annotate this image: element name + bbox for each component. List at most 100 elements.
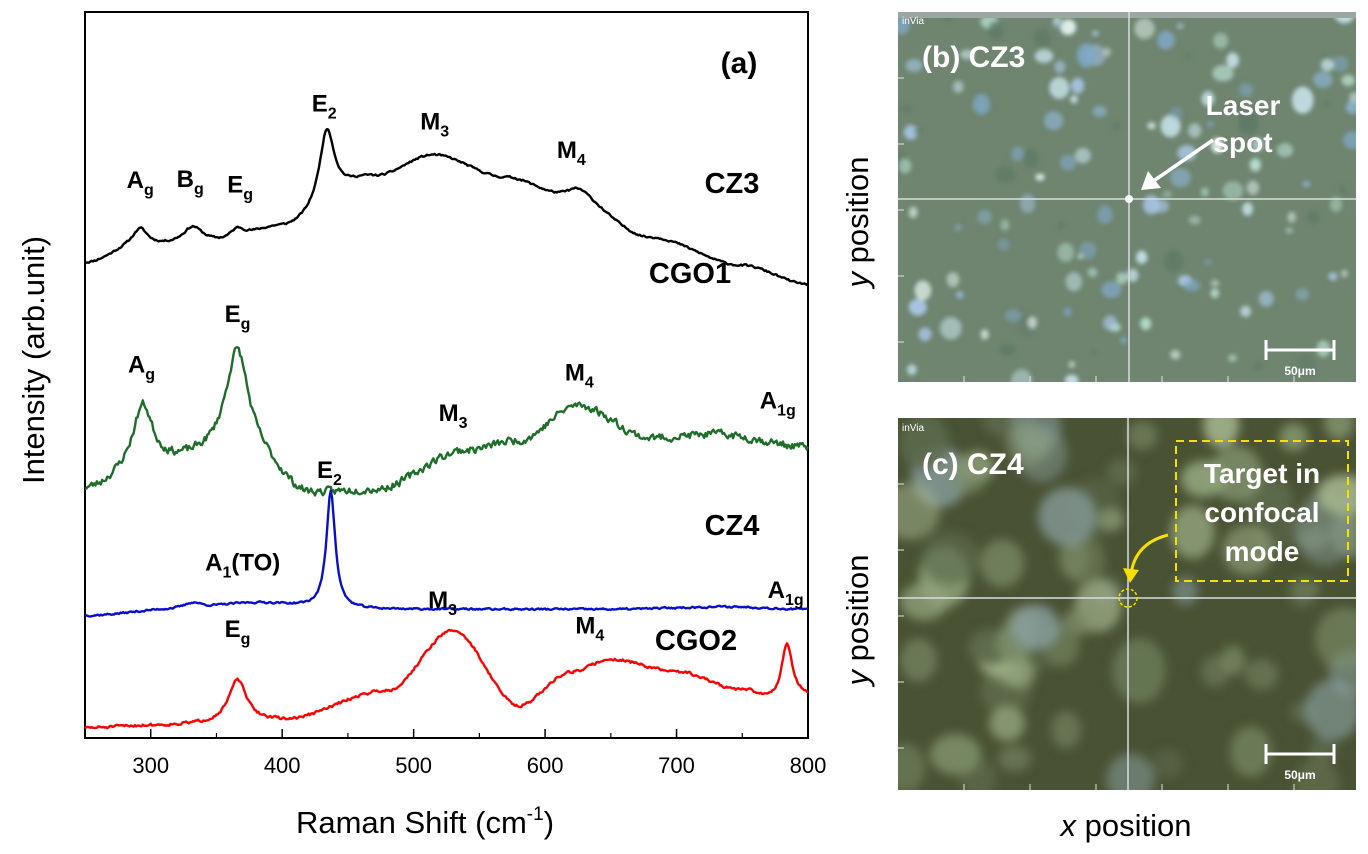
particle [1064,374,1079,382]
particle [898,158,912,174]
particle [1071,77,1085,94]
laser-arrow [1141,138,1214,190]
corner-text-c: inVia [902,423,924,434]
x-axis-title-c: x position [1059,808,1192,843]
particle [1251,137,1264,152]
peak-label: A1(TO) [205,549,280,581]
particle [1157,30,1175,50]
particle [1203,418,1240,448]
annotation-line-2: confocal [1204,497,1319,528]
particle [1285,227,1293,234]
particle [1317,474,1356,515]
particle [1302,181,1311,187]
laser-spot-marker [1125,195,1133,203]
particle [1068,361,1075,368]
particle [1287,211,1296,223]
particle [898,743,926,790]
particle [898,483,940,540]
series-line-cz3 [84,127,809,286]
peak-label: M3 [428,587,457,619]
panel-c-label: (c) CZ4 [922,448,1024,481]
plot-frame [84,11,809,739]
particle [1169,106,1183,120]
particle [1090,349,1097,356]
corner-text: inVia [902,16,924,27]
particle [1153,749,1183,779]
particle [960,49,975,60]
panel-b-label: (b) CZ3 [922,41,1025,74]
x-axis-title: Raman Shift (cm-1) [296,804,554,840]
particle [1320,58,1335,72]
particle [1201,91,1215,107]
particle [1000,219,1010,231]
series-line-cgo1 [84,346,810,497]
particle [921,531,980,586]
peak-label: E2 [317,457,342,489]
particle [939,317,962,340]
particle [1238,112,1259,135]
particle [952,80,964,93]
particle [1147,122,1156,130]
peak-label: Ag [128,352,155,384]
particle [1053,16,1061,24]
particle [1242,202,1253,216]
particle [1103,315,1118,331]
particle [1075,147,1091,164]
x-tick-label: 800 [790,753,827,778]
scale-bar-b: 50μm [1264,340,1336,378]
annotation-laser: Laser [1206,90,1281,121]
particle [908,298,927,316]
particle [1063,307,1072,317]
peak-label: M3 [420,109,449,141]
particle [1054,60,1066,74]
particle [1058,538,1089,579]
peak-label: M4 [575,613,604,645]
particle [1170,505,1215,559]
peak-label: M4 [565,359,594,391]
particle [946,272,960,288]
x-tick-label: 500 [395,753,432,778]
particle [1324,418,1354,441]
particle [977,209,992,225]
particle [1065,272,1083,292]
particle [1160,114,1181,138]
particle [1331,55,1349,72]
particle [989,706,1025,741]
particle [1181,460,1226,498]
peak-label: Ag [127,167,154,199]
particle [998,745,1032,772]
particle [1252,361,1264,371]
particle [1011,369,1033,382]
annotation-spot: spot [1213,127,1272,158]
particle [1249,158,1261,172]
particle [1038,487,1097,546]
particle [1322,100,1331,107]
particle [1203,258,1212,265]
scale-bar-c: 50μm [1264,744,1336,782]
particle [1341,74,1355,87]
particle [1060,154,1077,171]
particle [1341,269,1348,278]
particle [1170,167,1191,188]
peak-label: Eg [225,616,251,648]
particle [1314,607,1356,671]
particle [913,127,924,136]
particle [908,206,918,218]
particle [980,539,1025,588]
particle [1044,111,1064,131]
particle [1295,288,1310,301]
particle [1184,279,1201,292]
particle [1034,49,1054,63]
particle [1288,577,1317,609]
particle [1210,288,1220,299]
particle [1087,267,1098,277]
particle [1240,305,1251,318]
particle [1305,679,1356,741]
svg-text:50μm: 50μm [1284,768,1315,782]
peak-label: A1g [768,577,804,609]
particle [1034,29,1051,48]
particle [1112,120,1121,132]
particle [1276,143,1294,158]
confocal-box [1175,440,1349,582]
